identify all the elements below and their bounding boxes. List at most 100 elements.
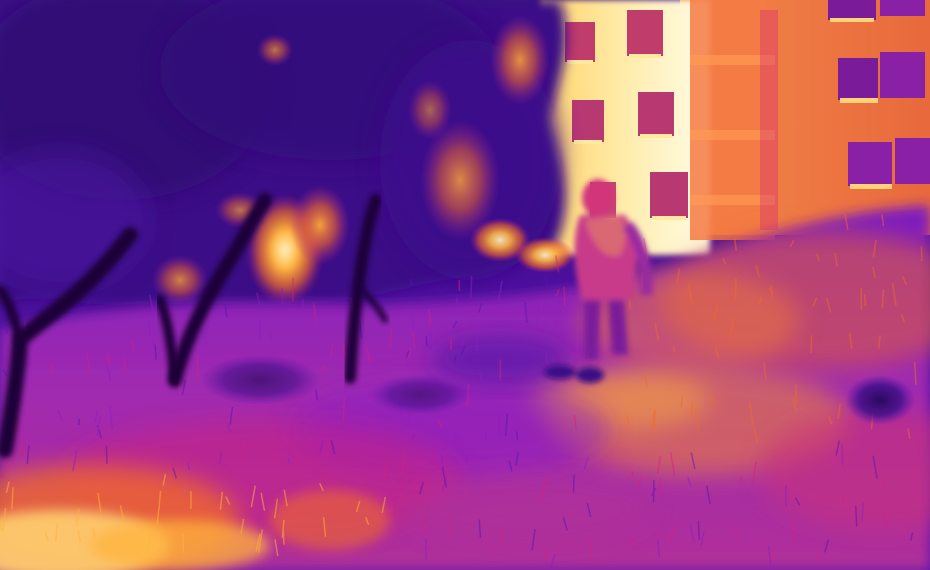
grass-blade xyxy=(424,538,428,561)
grass-blade xyxy=(763,361,767,380)
grass-blade xyxy=(730,316,735,335)
grass-blade xyxy=(187,462,191,471)
grass-blade xyxy=(900,313,906,323)
grass-blade xyxy=(405,350,410,358)
grass-blade xyxy=(196,354,199,379)
grass-blade xyxy=(844,213,849,231)
grass-blade xyxy=(714,346,720,360)
grass-blade xyxy=(281,519,285,539)
grass-blade xyxy=(628,538,633,548)
grass-blade xyxy=(651,487,657,497)
grass-blade xyxy=(907,428,911,439)
grass-blade xyxy=(330,343,334,356)
grass-blade xyxy=(240,443,246,457)
grass-blade xyxy=(687,477,692,488)
grass-blade xyxy=(706,485,711,505)
grass-blade xyxy=(470,275,473,298)
warm-gaps-between-leaves xyxy=(152,15,575,305)
grass-blade xyxy=(312,303,317,322)
grass-blade xyxy=(792,396,797,413)
grass-blade xyxy=(154,344,157,360)
grass-blade xyxy=(342,396,346,421)
grass-blade xyxy=(453,432,457,442)
grass-blade xyxy=(872,455,878,479)
grass-blade xyxy=(555,289,560,297)
grass-blade xyxy=(460,326,465,345)
grass-blade xyxy=(250,485,256,508)
grass-blade xyxy=(670,524,675,541)
grass-blade xyxy=(460,345,466,356)
grass-blade xyxy=(589,539,594,563)
grass-blade xyxy=(739,476,743,484)
grass-blade xyxy=(812,297,818,308)
grass-blade xyxy=(389,328,393,349)
grass-blade xyxy=(224,304,228,317)
grass-blade xyxy=(643,375,649,388)
grass-blade xyxy=(733,525,739,537)
grass-blade xyxy=(722,257,726,265)
apartment-building xyxy=(540,0,930,255)
grass-blade xyxy=(535,305,541,325)
grass-blade xyxy=(669,452,676,477)
grass-blade xyxy=(382,461,388,480)
grass-blade xyxy=(259,319,262,341)
grass-blade xyxy=(770,548,774,560)
grass-blade xyxy=(18,436,24,458)
grass-blade xyxy=(57,409,63,422)
grass-blade xyxy=(854,505,858,527)
grass-blade xyxy=(690,452,696,470)
grass-blade xyxy=(148,320,151,337)
grass-blade xyxy=(315,389,319,401)
grass-blade xyxy=(817,550,820,560)
grass-blade xyxy=(583,456,589,470)
grass-blade xyxy=(658,478,662,498)
grass-blade xyxy=(381,496,387,513)
grass-blade xyxy=(72,450,78,472)
grass-blade xyxy=(881,289,885,309)
grass-blade xyxy=(795,497,801,506)
grass-blade xyxy=(24,446,28,458)
grass-blade xyxy=(355,500,361,513)
grass-blade xyxy=(544,274,549,287)
grass-blade xyxy=(181,379,187,396)
grass-blade xyxy=(429,331,434,353)
grass-blade xyxy=(218,451,223,465)
grass-blade xyxy=(428,309,432,325)
grass-blade xyxy=(789,240,795,248)
grass-blade xyxy=(257,529,264,553)
grass-blade xyxy=(837,403,842,419)
grass-blade xyxy=(379,299,384,310)
grass-blade xyxy=(734,278,737,299)
grass-blade xyxy=(828,416,833,425)
grass-blade xyxy=(654,323,659,341)
grass-blade xyxy=(687,284,693,304)
grass-blade xyxy=(872,266,876,279)
grass-blade xyxy=(11,487,14,509)
grass-blade xyxy=(274,539,279,557)
grass-blade xyxy=(690,402,693,418)
grass-blade xyxy=(572,474,575,493)
grass-blade xyxy=(753,426,759,444)
grass-blade xyxy=(105,446,108,464)
grass-blade xyxy=(497,280,503,301)
grass-blade xyxy=(226,424,232,433)
grass-blade xyxy=(848,332,853,349)
grass-blade xyxy=(273,498,279,519)
grass-blade xyxy=(156,508,160,526)
grass-blade xyxy=(755,265,761,278)
grass-blade xyxy=(676,268,680,284)
grass-blade xyxy=(269,331,273,341)
grass-blade xyxy=(863,294,867,307)
grass-blade xyxy=(824,539,830,553)
grass-blade xyxy=(364,516,370,526)
grass-blade xyxy=(758,296,763,305)
grass-blade xyxy=(97,492,102,514)
grass-blade xyxy=(94,410,99,423)
grass-blade xyxy=(508,460,513,472)
grass-blade xyxy=(841,443,844,466)
grass-blade xyxy=(749,401,754,426)
grass-blade xyxy=(26,445,30,464)
grass-blade xyxy=(693,408,700,432)
